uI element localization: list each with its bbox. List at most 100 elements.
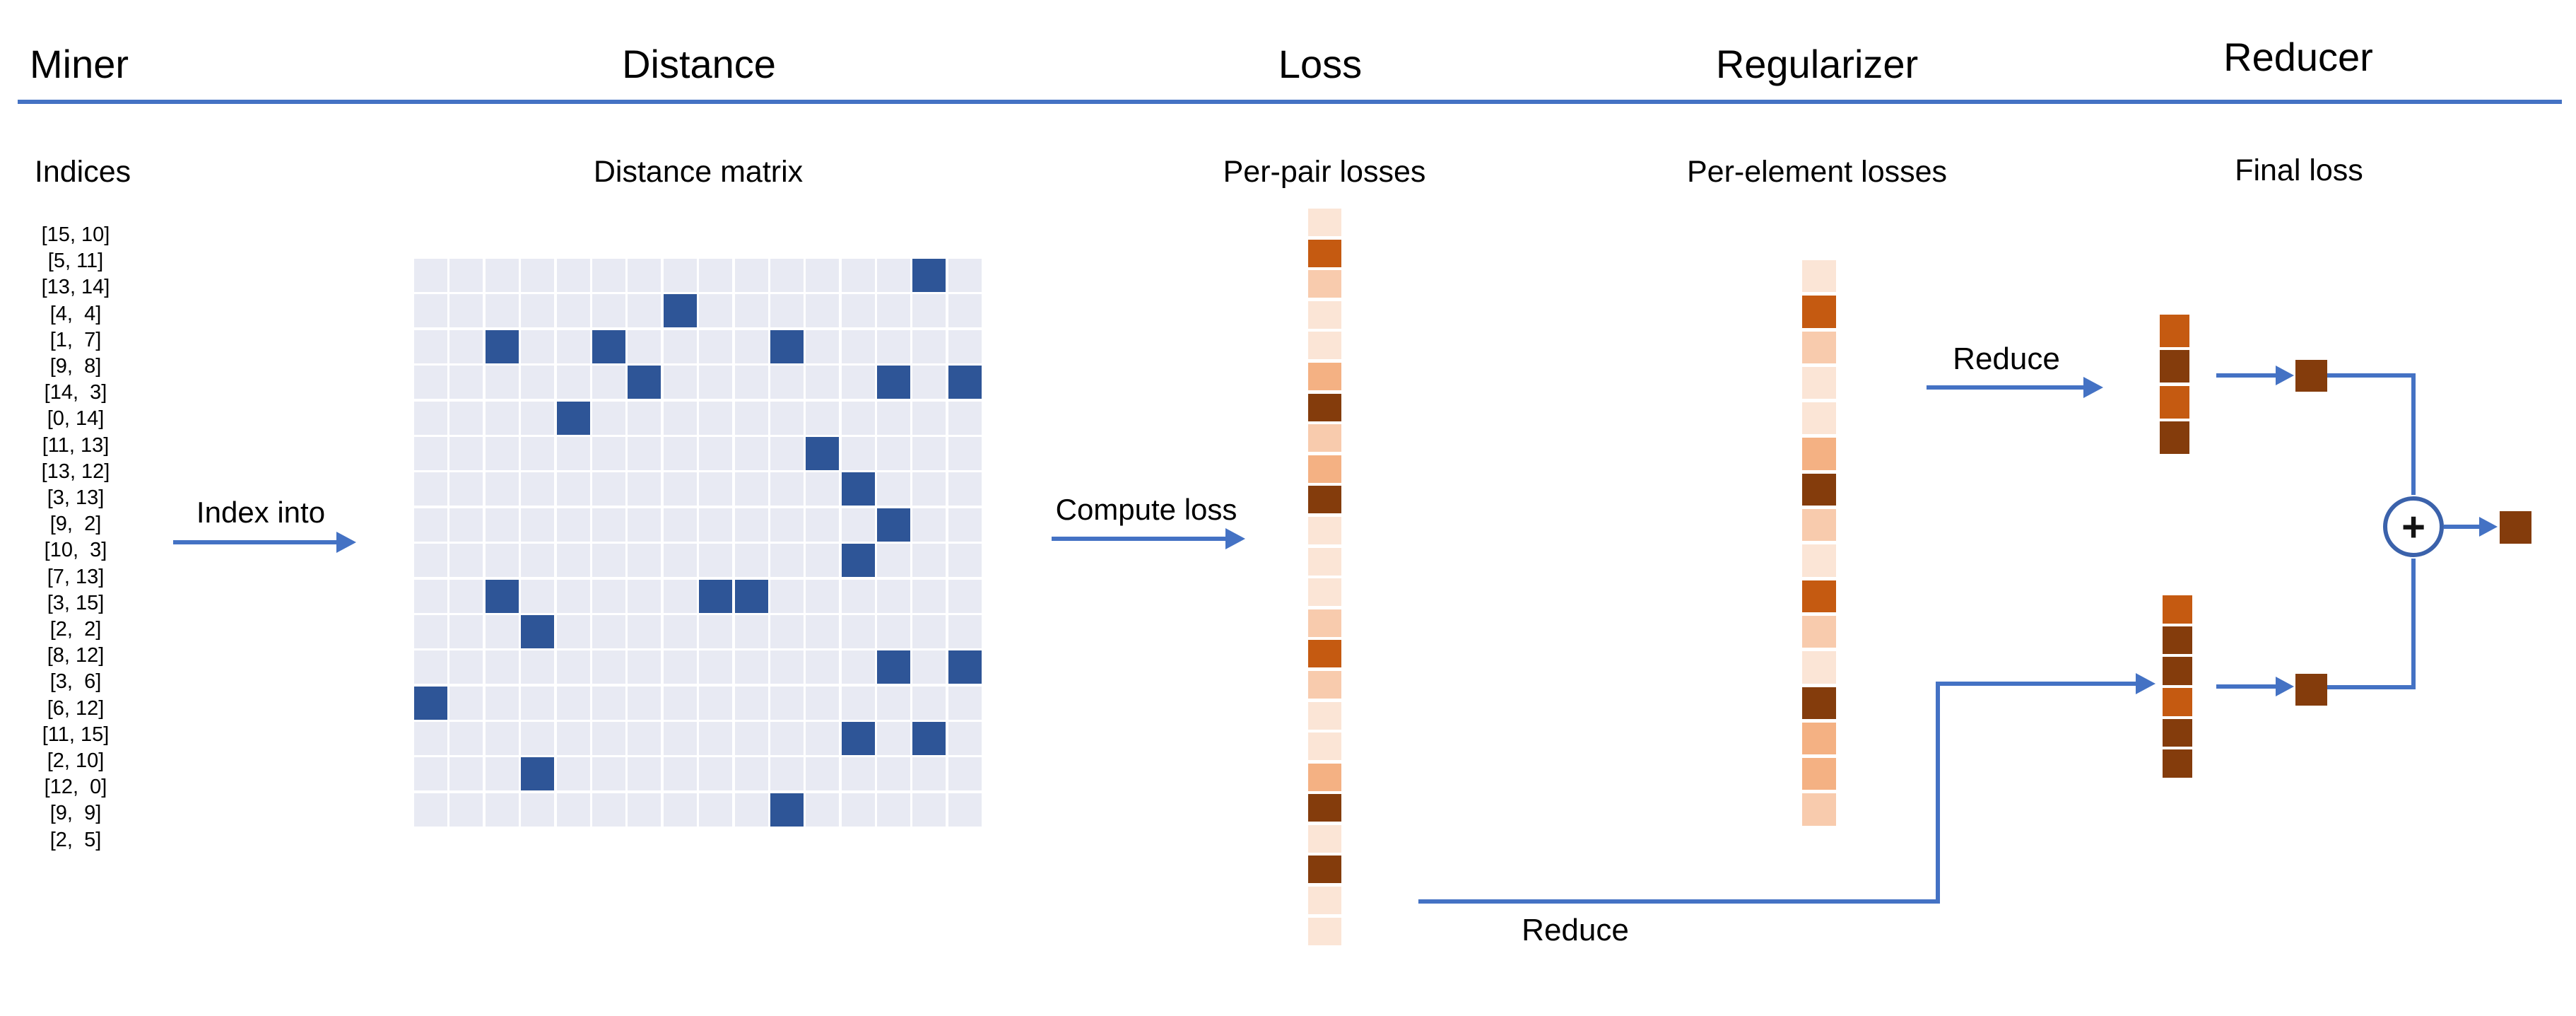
matrix-cell [485, 544, 519, 578]
per-element-loss-cell [1802, 366, 1836, 399]
matrix-cell [485, 793, 519, 827]
reducer-top-column [2160, 315, 2189, 454]
matrix-cell [414, 614, 447, 648]
per-element-loss-cell [1802, 260, 1836, 293]
plus-to-final-arrow [2444, 517, 2498, 537]
index-pair: [9, 2] [49, 513, 102, 536]
matrix-cell [912, 686, 946, 720]
per-pair-loss-cell [1308, 393, 1341, 421]
matrix-cell [628, 686, 661, 720]
reducer-top-cell [2160, 385, 2189, 419]
index-pair: [13, 12] [41, 460, 110, 483]
matrix-cell [556, 259, 590, 292]
matrix-cell [521, 650, 555, 684]
matrix-cell [948, 722, 982, 756]
per-pair-loss-cell [1308, 239, 1341, 267]
matrix-cell [948, 294, 982, 328]
matrix-cell [841, 650, 875, 684]
matrix-cell [663, 329, 697, 363]
matrix-cell [877, 401, 911, 435]
matrix-cell [841, 793, 875, 827]
matrix-cell [628, 579, 661, 613]
matrix-cell [521, 366, 555, 399]
matrix-cell [663, 686, 697, 720]
matrix-cell [592, 259, 625, 292]
reducer-top-cell [2160, 421, 2189, 454]
top-reduced-cell [2295, 360, 2327, 392]
matrix-cell [521, 686, 555, 720]
matrix-cell [414, 722, 447, 756]
reducer-bottom-cell [2163, 749, 2192, 778]
matrix-cell [734, 366, 768, 399]
matrix-cell [556, 508, 590, 542]
matrix-cell [912, 472, 946, 506]
matrix-cell [414, 757, 447, 791]
matrix-cell-highlighted [521, 757, 555, 791]
matrix-cell [699, 686, 733, 720]
matrix-cell [912, 614, 946, 648]
matrix-cell [699, 614, 733, 648]
per-pair-loss-cell [1308, 609, 1341, 637]
matrix-cell [592, 294, 625, 328]
matrix-cell [628, 508, 661, 542]
matrix-cell [877, 329, 911, 363]
matrix-cell [485, 294, 519, 328]
matrix-cell-highlighted [521, 614, 555, 648]
matrix-cell [912, 366, 946, 399]
matrix-cell [592, 686, 625, 720]
matrix-cell [734, 614, 768, 648]
matrix-cell [699, 294, 733, 328]
matrix-cell-highlighted [877, 650, 911, 684]
top-cell-to-plus-elbow [2327, 373, 2416, 495]
matrix-cell [556, 472, 590, 506]
matrix-cell [770, 294, 804, 328]
matrix-cell [912, 294, 946, 328]
matrix-cell [699, 650, 733, 684]
matrix-cell-highlighted [592, 329, 625, 363]
matrix-cell [663, 472, 697, 506]
matrix-cell [841, 508, 875, 542]
matrix-cell [877, 722, 911, 756]
matrix-cell [663, 757, 697, 791]
matrix-cell-highlighted [734, 579, 768, 613]
matrix-cell [556, 793, 590, 827]
index-into-arrow [173, 532, 356, 553]
matrix-cell [806, 329, 840, 363]
matrix-cell [628, 544, 661, 578]
header-miner: Miner [29, 42, 129, 86]
matrix-cell [948, 472, 982, 506]
header-distance: Distance [622, 42, 776, 86]
matrix-cell [449, 650, 483, 684]
matrix-cell [663, 366, 697, 399]
matrix-cell [770, 401, 804, 435]
per-pair-loss-cell [1308, 917, 1341, 945]
matrix-cell [877, 544, 911, 578]
matrix-cell [734, 472, 768, 506]
matrix-cell [877, 757, 911, 791]
header-loss: Loss [1278, 42, 1363, 86]
matrix-cell [699, 329, 733, 363]
matrix-cell [806, 793, 840, 827]
matrix-cell-highlighted [770, 793, 804, 827]
matrix-cell [699, 366, 733, 399]
per-element-loss-cell [1802, 580, 1836, 612]
matrix-cell-highlighted [485, 329, 519, 363]
matrix-cell [948, 436, 982, 470]
matrix-cell [806, 579, 840, 613]
matrix-cell [628, 757, 661, 791]
matrix-cell [628, 401, 661, 435]
matrix-cell [877, 436, 911, 470]
matrix-cell [699, 508, 733, 542]
matrix-cell [592, 722, 625, 756]
matrix-cell [485, 401, 519, 435]
per-pair-loss-cell [1308, 516, 1341, 544]
matrix-cell-highlighted [912, 259, 946, 292]
matrix-cell [556, 686, 590, 720]
per-element-loss-cell [1802, 615, 1836, 648]
index-pair: [12, 0] [44, 776, 107, 799]
bottom-cell-to-plus-elbow [2327, 559, 2416, 689]
matrix-cell [912, 757, 946, 791]
matrix-cell [912, 793, 946, 827]
matrix-cell [628, 259, 661, 292]
per-pair-loss-cell [1308, 209, 1341, 236]
